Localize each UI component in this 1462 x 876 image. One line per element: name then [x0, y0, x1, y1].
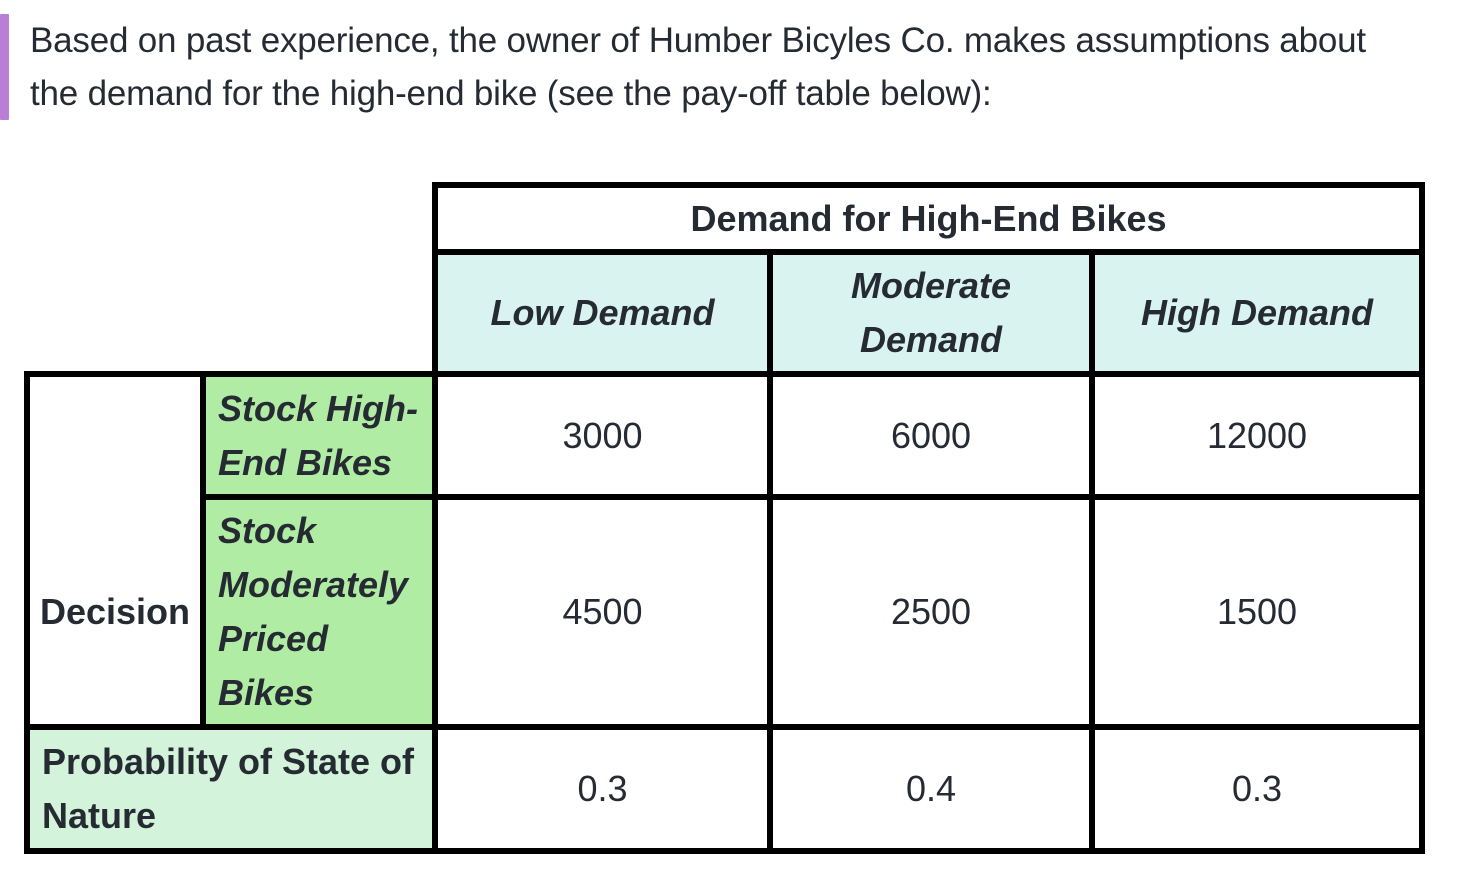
table-row-stock-moderate: Stock Moderately Priced Bikes 4500 2500 …	[27, 494, 1425, 730]
payoff-value: 3000	[432, 371, 773, 500]
payoff-value: 2500	[767, 494, 1095, 730]
quote-accent-bar	[0, 14, 9, 120]
payoff-table: Demand for High-End Bikes Low Demand Mod…	[24, 182, 1425, 854]
row-label-stock-moderately-priced-bikes: Stock Moderately Priced Bikes	[200, 494, 438, 730]
payoff-value: 6000	[767, 371, 1095, 500]
row-label-probability-of-state-of-nature: Probability of State of Nature	[24, 724, 438, 854]
table-row-probability: Probability of State of Nature 0.3 0.4 0…	[24, 724, 1425, 854]
intro-paragraph: Based on past experience, the owner of H…	[30, 21, 1366, 113]
payoff-value: 12000	[1089, 371, 1425, 500]
table-row-stock-high-end: Decision Stock High-End Bikes 3000 6000 …	[24, 371, 1425, 730]
probability-value: 0.3	[1089, 724, 1425, 854]
column-header-row: Low Demand Moderate Demand High Demand	[27, 249, 1425, 377]
payoff-value: 4500	[432, 494, 773, 730]
empty-corner-region	[27, 185, 435, 374]
decision-group-label: Decision	[24, 371, 206, 730]
table-title: Demand for High-End Bikes	[432, 182, 1425, 255]
probability-value: 0.4	[767, 724, 1095, 854]
column-header-high-demand: High Demand	[1089, 249, 1425, 377]
probability-value: 0.3	[432, 724, 773, 854]
payoff-value: 1500	[1089, 494, 1425, 730]
row-label-stock-high-end-bikes: Stock High-End Bikes	[200, 371, 438, 500]
column-header-low-demand: Low Demand	[432, 249, 773, 377]
column-header-moderate-demand: Moderate Demand	[767, 249, 1095, 377]
table-title-row: Demand for High-End Bikes	[27, 182, 1425, 255]
intro-block: Based on past experience, the owner of H…	[0, 14, 1442, 120]
